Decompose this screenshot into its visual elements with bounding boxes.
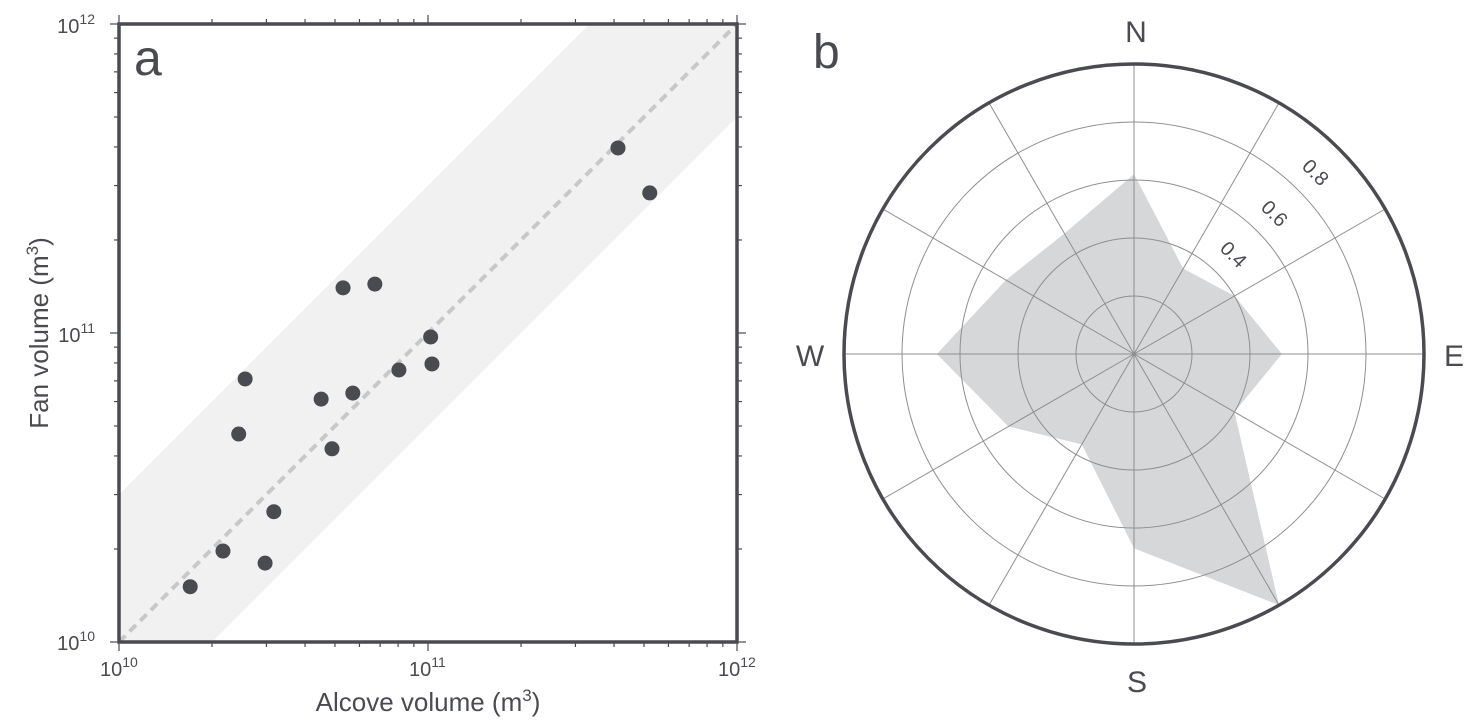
grid-spoke — [1133, 353, 1386, 500]
y-tick-label: 1012 — [57, 11, 95, 38]
grid-spoke — [988, 353, 1135, 606]
rose-panel-b: 0.40.60.8 b N E S W — [796, 16, 1464, 699]
data-point — [215, 543, 231, 559]
panel-label-b: b — [813, 26, 840, 79]
radial-tick-label: 0.4 — [1215, 237, 1250, 272]
data-point — [237, 371, 253, 387]
x-tick-label: 1012 — [718, 654, 756, 681]
data-point — [642, 185, 658, 201]
data-point — [424, 356, 440, 372]
x-tick-label: 1010 — [100, 654, 138, 681]
direction-label-w: W — [796, 340, 825, 373]
data-point — [367, 276, 383, 292]
scatter-panel-a: a 1010 1011 1012 1010 1011 1012 Alcove v… — [23, 11, 756, 717]
panel-label-a: a — [134, 30, 162, 86]
x-tick-label: 1011 — [409, 654, 446, 681]
radial-tick-label: 0.6 — [1256, 196, 1291, 231]
y-tick-label: 1010 — [57, 628, 95, 655]
direction-label-s: S — [1127, 666, 1147, 699]
data-point — [313, 391, 329, 407]
direction-label-n: N — [1125, 16, 1147, 49]
plot-frame — [117, 22, 739, 644]
grid-spoke — [1133, 208, 1386, 355]
data-point — [391, 362, 407, 378]
data-point — [231, 426, 247, 442]
grid-spoke — [988, 102, 1135, 355]
outer-circle — [842, 62, 1426, 646]
x-axis-label: Alcove volume (m3) — [316, 686, 541, 717]
radial-tick-labels: 0.40.60.8 — [1215, 155, 1332, 272]
grid-spoke — [1133, 102, 1280, 355]
rose-polygon — [936, 174, 1282, 606]
data-point — [257, 555, 273, 571]
data-point — [324, 441, 340, 457]
data-point — [266, 504, 282, 520]
y-tick-label: 1011 — [58, 320, 95, 347]
radial-tick-label: 0.8 — [1297, 155, 1332, 190]
data-point — [610, 140, 626, 156]
data-point — [182, 579, 198, 595]
data-point — [423, 329, 439, 345]
direction-label-e: E — [1444, 340, 1464, 373]
data-point — [345, 385, 361, 401]
scatter-points — [182, 140, 658, 595]
grid-spoke — [882, 208, 1135, 355]
data-point — [335, 280, 351, 296]
grid-spoke — [1133, 353, 1280, 606]
y-axis-label: Fan volume (m3) — [23, 237, 54, 429]
angular-spokes — [844, 64, 1424, 644]
grid-spoke — [882, 353, 1135, 500]
